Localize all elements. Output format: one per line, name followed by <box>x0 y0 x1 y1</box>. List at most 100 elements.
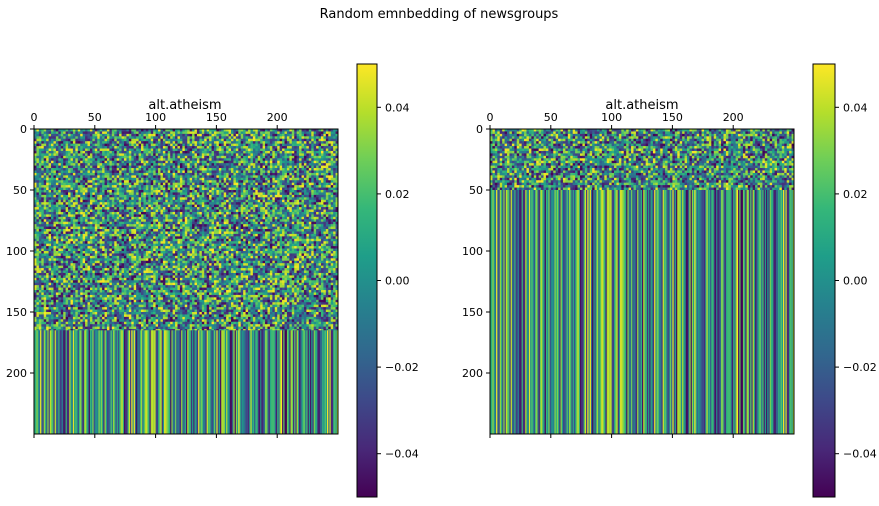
heatmap-cell <box>255 211 259 215</box>
heatmap-cell <box>41 148 45 152</box>
heatmap-cell <box>301 143 305 147</box>
heatmap-cell <box>111 168 115 171</box>
heatmap-cell <box>165 146 169 149</box>
heatmap-cell <box>97 187 101 191</box>
heatmap-cell <box>228 170 232 174</box>
heatmap-cell <box>150 219 154 223</box>
heatmap-cell <box>306 185 310 188</box>
heatmap-cell <box>55 163 59 166</box>
heatmap-cell <box>245 190 249 193</box>
heatmap-cell <box>153 202 156 206</box>
heatmap-cell <box>226 221 229 225</box>
heatmap-cell <box>204 192 208 196</box>
heatmap-cell <box>165 150 169 154</box>
heatmap-cell <box>99 129 103 132</box>
heatmap-cell <box>68 194 71 198</box>
heatmap-cell <box>165 202 169 206</box>
heatmap-cell <box>260 207 264 210</box>
heatmap-cell <box>289 219 293 223</box>
heatmap-cell <box>277 199 281 203</box>
heatmap-cell <box>102 224 105 227</box>
heatmap-cell <box>70 202 74 206</box>
heatmap-cell <box>167 155 171 159</box>
heatmap-cell <box>267 131 271 135</box>
heatmap-cell <box>133 136 137 140</box>
heatmap-cell <box>119 190 122 193</box>
heatmap-cell <box>296 192 300 196</box>
heatmap-cell <box>87 136 91 140</box>
heatmap-cell <box>179 207 183 210</box>
heatmap-cell <box>199 155 203 159</box>
heatmap-cell <box>206 224 210 227</box>
heatmap-cell <box>299 136 302 140</box>
heatmap-cell <box>221 185 225 188</box>
heatmap-cell <box>116 150 120 154</box>
heatmap-cell <box>184 204 188 208</box>
heatmap-cell <box>53 165 57 169</box>
heatmap-cell <box>286 207 290 210</box>
heatmap-cell <box>301 204 305 208</box>
heatmap-cell <box>323 199 327 203</box>
heatmap-cell <box>82 163 86 166</box>
heatmap-cell <box>106 146 110 149</box>
heatmap-cell <box>243 192 246 196</box>
heatmap-cell <box>89 185 93 188</box>
heatmap-cell <box>131 221 135 225</box>
heatmap-cell <box>194 190 198 193</box>
heatmap-cell <box>228 221 232 225</box>
heatmap-cell <box>150 146 154 149</box>
heatmap-cell <box>201 170 205 174</box>
heatmap-cell <box>318 187 322 191</box>
heatmap-cell <box>194 194 198 198</box>
heatmap-cell <box>238 133 242 137</box>
heatmap-cell <box>36 158 40 162</box>
heatmap-cell <box>53 148 57 152</box>
heatmap-cell <box>308 180 312 184</box>
heatmap-cell <box>179 185 183 188</box>
heatmap-cell <box>97 182 101 186</box>
heatmap-cell <box>311 194 315 198</box>
heatmap-cell <box>126 182 130 186</box>
heatmap-cell <box>65 190 69 193</box>
heatmap-cell <box>330 207 334 210</box>
heatmap-cell <box>325 136 329 140</box>
heatmap-cell <box>148 214 152 218</box>
heatmap-cell <box>252 148 256 152</box>
heatmap-cell <box>199 172 203 176</box>
heatmap-cell <box>328 197 332 201</box>
heatmap-cell <box>187 211 191 215</box>
heatmap-cell <box>41 185 45 188</box>
heatmap-cell <box>133 160 137 164</box>
heatmap-cell <box>128 221 132 225</box>
heatmap-cell <box>235 141 239 145</box>
heatmap-cell <box>53 209 57 213</box>
heatmap-cell <box>104 136 108 140</box>
heatmap-cell <box>277 177 281 181</box>
heatmap-cell <box>325 129 329 132</box>
heatmap-cell <box>89 204 93 208</box>
heatmap-cell <box>68 158 71 162</box>
heatmap-cell <box>65 165 69 169</box>
heatmap-cell <box>250 131 254 135</box>
heatmap-cell <box>150 160 154 164</box>
heatmap-cell <box>284 129 288 132</box>
heatmap-cell <box>177 202 181 206</box>
heatmap-cell <box>201 155 205 159</box>
heatmap-cell <box>206 158 210 162</box>
heatmap-cell <box>43 199 47 203</box>
heatmap-cell <box>308 214 312 218</box>
heatmap-cell <box>306 197 310 201</box>
heatmap-cell <box>262 199 266 203</box>
heatmap-cell <box>235 224 239 227</box>
heatmap-cell <box>170 221 174 225</box>
heatmap-cell <box>58 158 62 162</box>
heatmap-cell <box>109 160 113 164</box>
heatmap-cell <box>235 182 239 186</box>
heatmap-cell <box>313 160 317 164</box>
heatmap-cell <box>160 163 164 166</box>
heatmap-cell <box>255 131 259 135</box>
heatmap-cell <box>119 194 122 198</box>
heatmap-cell <box>131 180 135 184</box>
heatmap-cell <box>216 202 220 206</box>
heatmap-cell <box>248 153 251 157</box>
